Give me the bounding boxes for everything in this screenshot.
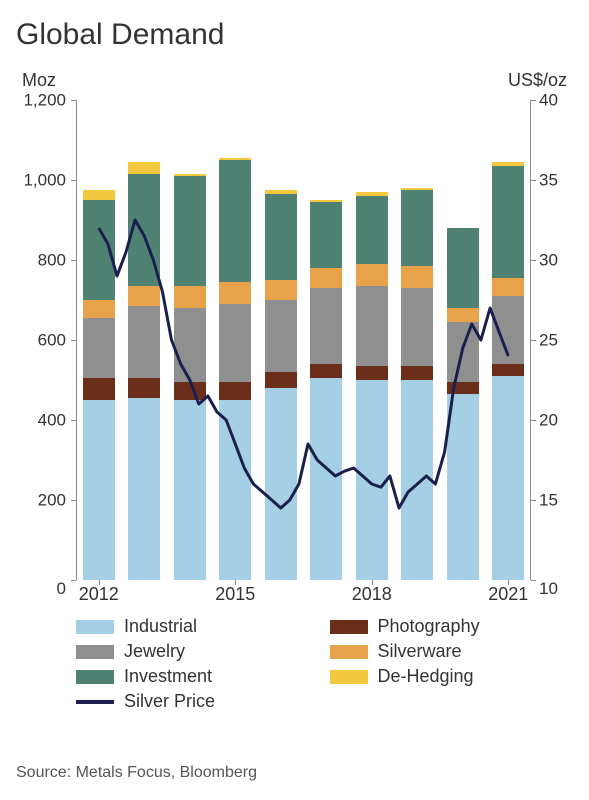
y-left-tick: 600 bbox=[38, 332, 66, 349]
legend-item-photography: Photography bbox=[330, 616, 574, 637]
y-left-tick: 0 bbox=[57, 580, 66, 597]
x-tick: 2012 bbox=[79, 584, 119, 605]
x-tick: 2018 bbox=[352, 584, 392, 605]
legend-label: Photography bbox=[378, 616, 480, 637]
y-axis-right-ticks: 40353025201510 bbox=[533, 100, 573, 580]
y-axis-left-ticks: 1,2001,0008006004002000 bbox=[16, 100, 72, 580]
legend-item-dehedging: De-Hedging bbox=[330, 666, 574, 687]
plot-area bbox=[76, 100, 531, 580]
y-right-tick: 30 bbox=[539, 251, 558, 268]
legend-label: Silver Price bbox=[124, 691, 215, 712]
legend-swatch bbox=[76, 645, 114, 659]
x-tick: 2021 bbox=[488, 584, 528, 605]
legend-swatch bbox=[76, 670, 114, 684]
legend-swatch bbox=[330, 670, 368, 684]
line-layer bbox=[76, 100, 531, 580]
legend-item-industrial: Industrial bbox=[76, 616, 320, 637]
y-right-tick: 10 bbox=[539, 580, 558, 597]
legend-swatch bbox=[76, 620, 114, 634]
legend-item-jewelry: Jewelry bbox=[76, 641, 320, 662]
legend-swatch bbox=[330, 645, 368, 659]
y-right-tick: 25 bbox=[539, 332, 558, 349]
y-axis-right-label: US$/oz bbox=[508, 70, 567, 91]
source-text: Source: Metals Focus, Bloomberg bbox=[16, 764, 257, 782]
legend-swatch bbox=[330, 620, 368, 634]
y-left-tick: 1,000 bbox=[23, 171, 66, 188]
y-left-tick: 200 bbox=[38, 492, 66, 509]
y-right-tick: 35 bbox=[539, 171, 558, 188]
x-tick: 2015 bbox=[215, 584, 255, 605]
y-right-tick: 20 bbox=[539, 411, 558, 428]
legend-item-silverware: Silverware bbox=[330, 641, 574, 662]
y-left-tick: 400 bbox=[38, 411, 66, 428]
legend-label: Investment bbox=[124, 666, 212, 687]
y-left-tick: 1,200 bbox=[23, 92, 66, 109]
legend-item-investment: Investment bbox=[76, 666, 320, 687]
x-axis-ticks: 2012 2015 2018 2021 bbox=[76, 584, 531, 610]
legend-label: Jewelry bbox=[124, 641, 185, 662]
chart: Moz US$/oz 1,200 1,000 800 600 400 200 0 40 35 3… bbox=[16, 70, 573, 610]
legend-label: Silverware bbox=[378, 641, 462, 662]
y-right-tick: 15 bbox=[539, 492, 558, 509]
legend-label: De-Hedging bbox=[378, 666, 474, 687]
legend: Industrial Photography Jewelry Silverware In… bbox=[16, 616, 573, 712]
y-right-tick: 40 bbox=[539, 92, 558, 109]
legend-label: Industrial bbox=[124, 616, 197, 637]
legend-item-line: Silver Price bbox=[76, 691, 320, 712]
legend-swatch bbox=[76, 700, 114, 704]
price-line bbox=[99, 220, 509, 508]
y-left-tick: 800 bbox=[38, 251, 66, 268]
y-axis-left-label: Moz bbox=[22, 70, 56, 91]
chart-title: Global Demand bbox=[16, 18, 573, 52]
